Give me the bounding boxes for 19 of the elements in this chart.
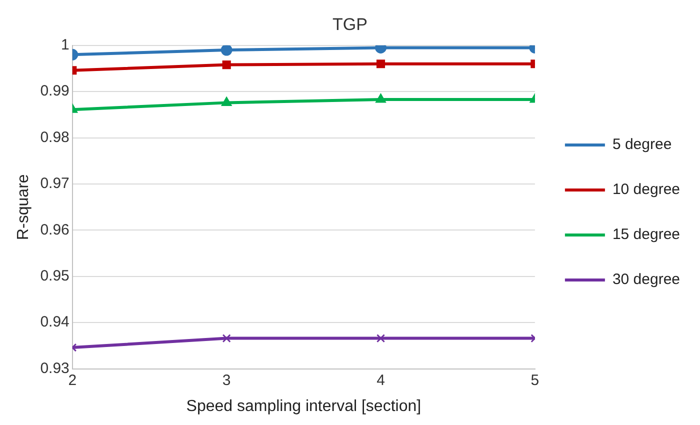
y-tick-label: 0.98 [40, 128, 70, 146]
y-tick-label: 0.94 [40, 314, 70, 331]
y-tick-label: 1 [61, 36, 70, 54]
y-tick-label: 0.93 [40, 360, 70, 377]
y-tick-label: 0.99 [40, 82, 70, 100]
legend-label: 5 degree [612, 136, 672, 154]
x-tick-label: 3 [222, 372, 231, 389]
y-tick-label: 0.96 [40, 221, 70, 238]
legend-label: 10 degree [612, 181, 680, 198]
chart-title: TGP [332, 14, 368, 34]
legend-label: 30 degree [612, 271, 680, 288]
x-tick-label: 2 [68, 372, 77, 389]
x-axis-title: Speed sampling interval [section] [186, 398, 422, 415]
y-tick-label: 0.97 [40, 175, 70, 192]
legend-label: 15 degree [612, 226, 680, 244]
x-tick-label: 4 [376, 372, 385, 389]
y-tick-label: 0.95 [40, 268, 70, 285]
y-axis-title: R-square [15, 174, 32, 240]
x-tick-label: 5 [530, 372, 540, 389]
